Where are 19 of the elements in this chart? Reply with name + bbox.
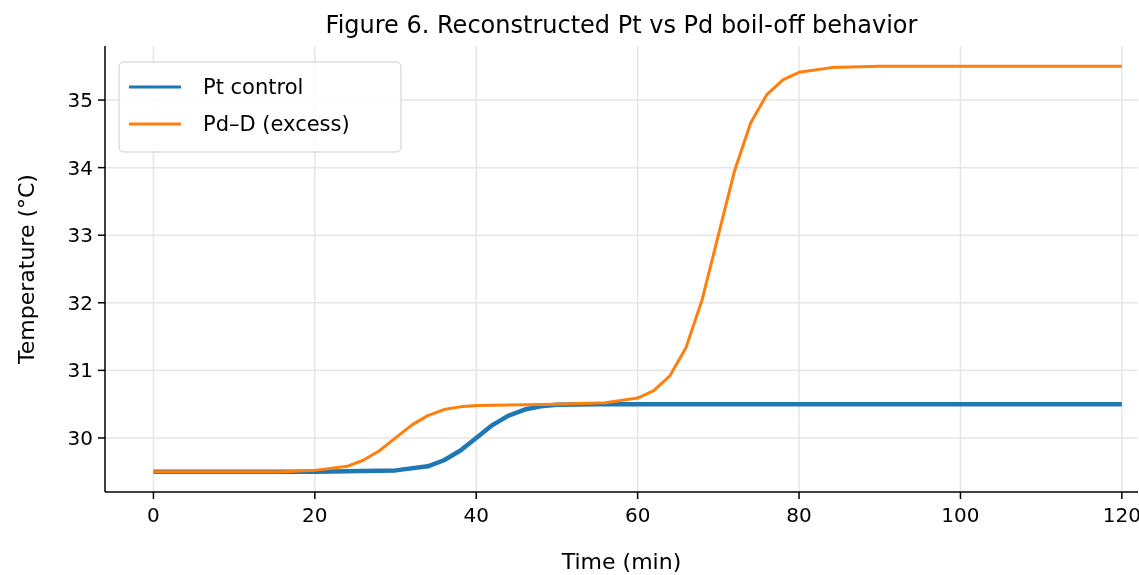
y-tick-label: 35 <box>67 88 93 113</box>
legend-label: Pd–D (excess) <box>203 112 350 137</box>
x-tick-label: 20 <box>302 503 328 527</box>
x-tick-label: 0 <box>147 503 160 527</box>
x-tick-label: 120 <box>1102 503 1139 527</box>
y-tick-label: 32 <box>67 290 93 315</box>
y-tick-label: 31 <box>67 358 93 383</box>
legend-label: Pt control <box>203 75 304 100</box>
x-tick-label: 80 <box>786 503 812 527</box>
y-axis-title: Temperature (°C) <box>14 174 39 365</box>
y-tick-label: 34 <box>67 155 93 180</box>
y-tick-label: 30 <box>67 425 93 450</box>
line-series <box>151 64 1124 474</box>
x-tick-label: 100 <box>941 503 980 527</box>
chart-title: Figure 6. Reconstructed Pt vs Pd boil-off behavior <box>325 11 918 39</box>
x-axis-title: Time (min) <box>560 549 682 574</box>
x-tick-label: 60 <box>624 503 651 527</box>
y-tick-label: 33 <box>67 223 93 248</box>
x-tick-label: 40 <box>463 503 489 527</box>
